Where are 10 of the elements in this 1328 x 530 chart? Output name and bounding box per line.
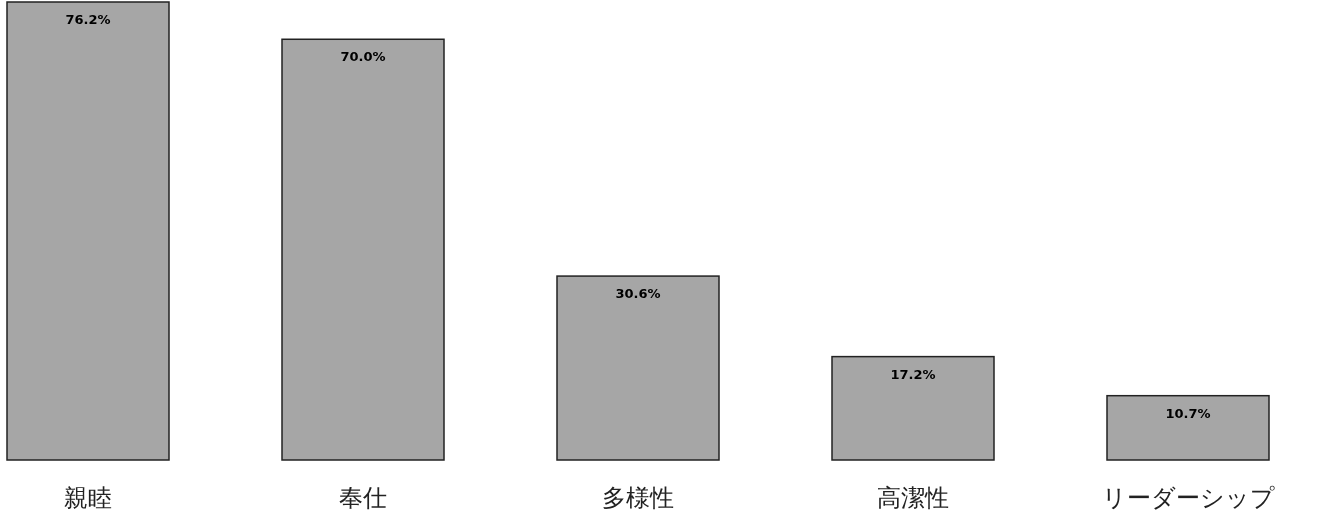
data-label: 30.6% [615, 286, 661, 302]
x-tick-label: リーダーシップ [1101, 484, 1275, 512]
data-label: 70.0% [340, 49, 386, 65]
x-tick-label: 親睦 [64, 484, 112, 512]
data-label: 17.2% [890, 366, 936, 382]
x-tick-label: 高潔性 [877, 484, 949, 512]
data-label: 76.2% [65, 12, 111, 27]
x-tick-label: 奉仕 [339, 484, 387, 512]
x-tick-label: 多様性 [602, 484, 674, 512]
data-label: 10.7% [1165, 405, 1211, 421]
